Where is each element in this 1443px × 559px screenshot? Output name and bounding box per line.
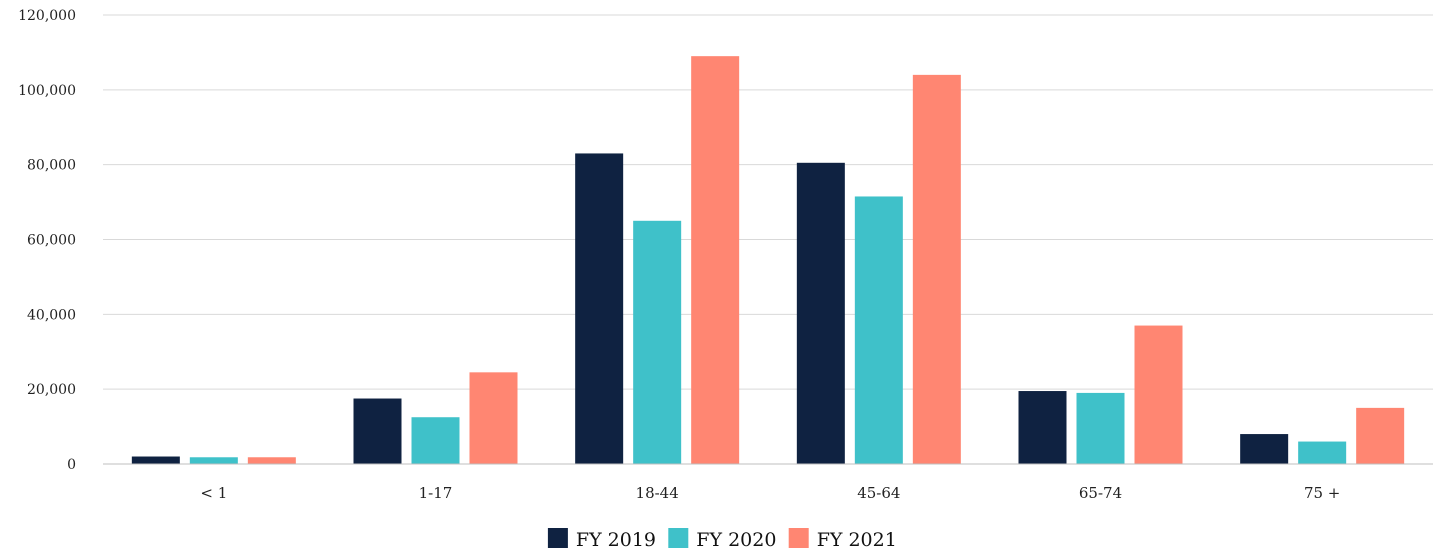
y-tick-label: 120,000 <box>18 8 76 24</box>
y-tick-label: 0 <box>67 457 76 473</box>
bar <box>247 457 296 464</box>
y-tick-label: 40,000 <box>27 307 76 323</box>
x-tick-label: 1-17 <box>419 484 453 502</box>
legend-swatch <box>668 528 689 548</box>
legend-label: FY 2020 <box>696 529 776 551</box>
bar <box>1240 434 1289 464</box>
bar <box>1076 392 1125 464</box>
bar <box>353 398 402 464</box>
y-tick-label: 80,000 <box>27 158 76 174</box>
legend-item: FY 2020 <box>668 528 776 551</box>
legend-swatch <box>547 528 568 548</box>
gridlines <box>103 14 1433 390</box>
bar <box>1298 441 1347 464</box>
legend-label: FY 2019 <box>576 529 656 551</box>
legend-label: FY 2021 <box>817 529 897 551</box>
bar <box>469 372 518 464</box>
bar <box>1134 325 1183 464</box>
bar <box>691 56 740 465</box>
x-tick-label: < 1 <box>200 484 227 502</box>
legend-item: FY 2021 <box>788 528 897 551</box>
bars <box>131 56 1405 465</box>
bar <box>912 74 961 464</box>
bar <box>796 162 845 464</box>
bar <box>1018 391 1067 464</box>
legend-swatch <box>788 528 809 548</box>
legend-item: FY 2019 <box>547 528 656 551</box>
x-tick-label: 75 + <box>1304 484 1340 502</box>
bar <box>575 153 624 465</box>
bar <box>633 220 682 464</box>
x-tick-label: 65-74 <box>1079 484 1122 502</box>
x-axis-categories: < 1 1-17 18-44 45-64 65-74 75 + <box>200 484 1340 502</box>
bar <box>131 456 180 464</box>
bar <box>189 457 238 464</box>
x-tick-label: 45-64 <box>857 484 900 502</box>
legend: FY 2019 FY 2020 FY 2021 <box>547 528 897 551</box>
y-tick-label: 20,000 <box>27 382 76 398</box>
y-tick-label: 60,000 <box>27 233 76 249</box>
y-axis-ticks: 0 20,000 40,000 60,000 80,000 100,000 120,000 <box>18 8 76 473</box>
bar <box>1356 407 1405 464</box>
x-tick-label: 18-44 <box>636 484 679 502</box>
bar <box>854 196 903 465</box>
bar <box>411 417 460 464</box>
y-tick-label: 100,000 <box>18 83 76 99</box>
